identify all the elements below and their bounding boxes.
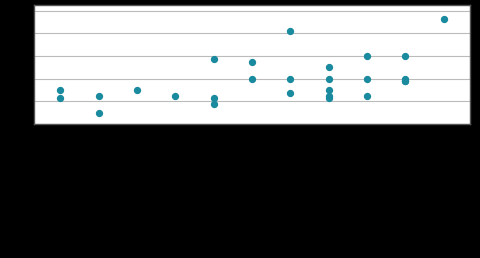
Point — [363, 54, 371, 58]
Point — [287, 29, 294, 33]
Point — [325, 77, 333, 81]
Point — [440, 17, 447, 21]
Point — [210, 102, 217, 106]
Point — [401, 79, 409, 84]
Point — [95, 110, 103, 115]
Point — [95, 93, 103, 98]
Point — [287, 91, 294, 95]
Point — [401, 77, 409, 81]
Point — [325, 93, 333, 98]
Point — [133, 88, 141, 92]
Point — [171, 93, 179, 98]
Point — [401, 54, 409, 58]
Point — [210, 96, 217, 100]
Point — [325, 88, 333, 92]
Point — [401, 79, 409, 84]
Point — [325, 65, 333, 69]
Point — [325, 96, 333, 100]
Point — [57, 88, 64, 92]
Point — [287, 77, 294, 81]
Point — [57, 96, 64, 100]
Point — [248, 77, 256, 81]
Point — [363, 93, 371, 98]
Point — [248, 60, 256, 64]
Point — [363, 77, 371, 81]
Point — [210, 57, 217, 61]
